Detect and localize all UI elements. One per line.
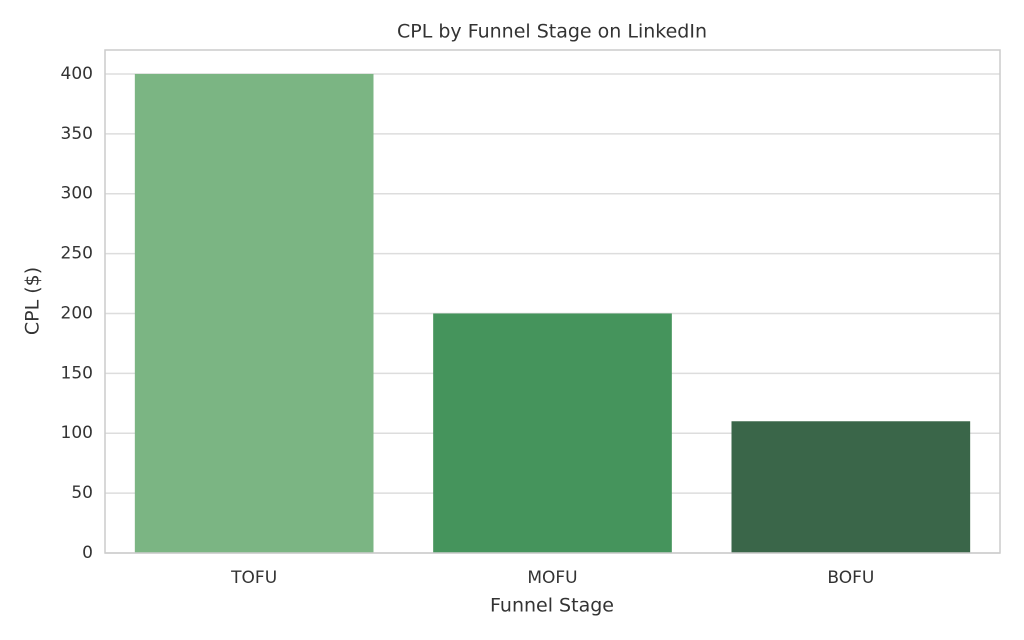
chart-title: CPL by Funnel Stage on LinkedIn	[397, 21, 707, 43]
y-tick-label: 350	[61, 124, 93, 144]
y-tick-label: 0	[82, 543, 93, 563]
y-axis-label: CPL ($)	[22, 267, 44, 335]
x-axis-label: Funnel Stage	[490, 595, 614, 617]
x-tick-label: TOFU	[230, 568, 277, 588]
x-tick-label: MOFU	[527, 568, 577, 588]
bar	[134, 73, 374, 553]
y-tick-label: 400	[61, 64, 93, 84]
bar	[433, 313, 672, 553]
bar	[731, 421, 971, 553]
y-tick-label: 250	[61, 244, 93, 264]
plot-frame	[104, 49, 1001, 554]
y-tick-label: 300	[61, 184, 93, 204]
y-tick-label: 150	[61, 363, 93, 383]
y-tick-label: 200	[61, 303, 93, 323]
x-tick-label: BOFU	[827, 568, 874, 588]
y-tick-label: 100	[61, 423, 93, 443]
y-tick-label: 50	[71, 483, 93, 503]
